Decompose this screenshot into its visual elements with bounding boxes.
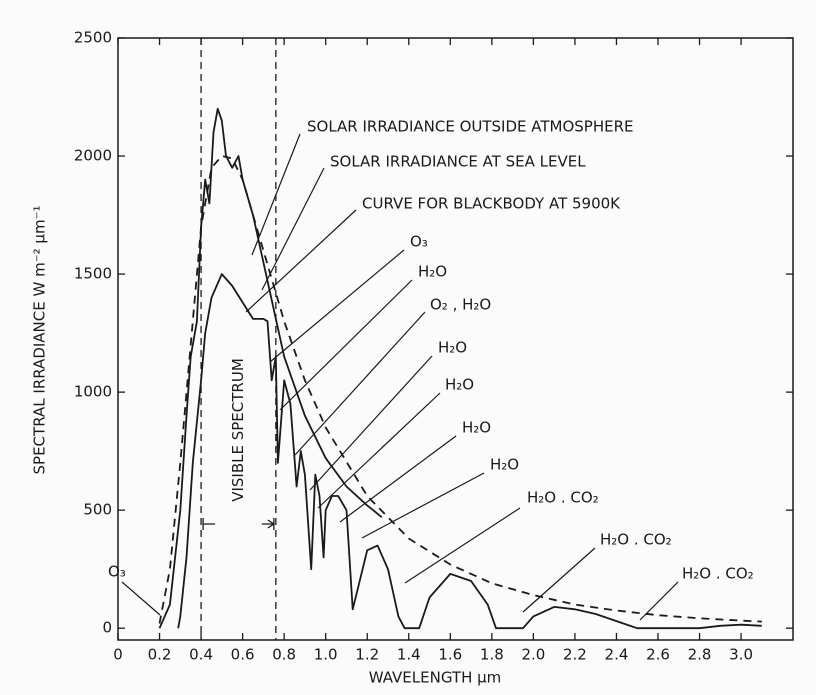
leader-line xyxy=(404,507,521,584)
x-tick-label: 2.6 xyxy=(646,646,670,664)
visible-spectrum-label: VISIBLE SPECTRUM xyxy=(229,358,247,502)
x-tick-label: 0.6 xyxy=(231,646,255,664)
x-tick-label: 0.8 xyxy=(272,646,296,664)
series-line xyxy=(177,273,762,630)
leader-line xyxy=(361,472,485,539)
y-axis-label: SPECTRAL IRRADIANCE W m⁻² μm⁻¹ xyxy=(31,206,49,475)
leader-line xyxy=(339,435,457,523)
y-tick-label: 2500 xyxy=(74,29,112,47)
x-tick-label: 3.0 xyxy=(729,646,753,664)
x-tick-label: 0.4 xyxy=(189,646,213,664)
series-line xyxy=(158,107,383,629)
x-tick-label: 2.0 xyxy=(521,646,545,664)
leader-line xyxy=(317,392,441,509)
annotation: H₂O xyxy=(418,263,447,281)
leader-line xyxy=(522,547,596,613)
series-label: CURVE FOR BLACKBODY AT 5900K xyxy=(362,195,621,213)
series-label: SOLAR IRRADIANCE AT SEA LEVEL xyxy=(330,153,586,171)
series-line xyxy=(158,155,762,624)
annotation: H₂O xyxy=(490,456,519,474)
leader-line xyxy=(261,167,325,291)
annotation: H₂O xyxy=(462,419,491,437)
x-axis-label: WAVELENGTH μm xyxy=(369,669,502,687)
x-tick-label: 1.0 xyxy=(314,646,338,664)
x-tick-label: 2.2 xyxy=(563,646,587,664)
leader-line xyxy=(251,133,301,256)
plot-frame xyxy=(117,37,794,641)
annotation: H₂O . CO₂ xyxy=(527,489,599,507)
y-tick-label: 500 xyxy=(83,501,112,519)
leader-line xyxy=(269,249,405,363)
leader-line xyxy=(121,581,161,616)
x-tick-label: 0.2 xyxy=(148,646,172,664)
leader-line xyxy=(309,355,433,491)
leader-line xyxy=(279,279,413,411)
x-tick-label: 1.2 xyxy=(355,646,379,664)
visible-bracket xyxy=(202,518,276,530)
x-tick-label: 1.8 xyxy=(480,646,504,664)
leader-line xyxy=(245,209,357,313)
x-tick-label: 1.4 xyxy=(397,646,421,664)
annotation: O₂ , H₂O xyxy=(430,296,491,314)
annotation: H₂O . CO₂ xyxy=(600,531,672,549)
x-tick-label: 0 xyxy=(113,646,123,664)
annotation: H₂O . CO₂ xyxy=(682,565,754,583)
annotation: O₃ xyxy=(410,233,428,251)
leader-line xyxy=(294,311,426,456)
series-label: SOLAR IRRADIANCE OUTSIDE ATMOSPHERE xyxy=(307,118,634,136)
y-tick-label: 1500 xyxy=(74,265,112,283)
annotation: H₂O xyxy=(445,376,474,394)
y-tick-label: 1000 xyxy=(74,383,112,401)
x-tick-label: 1.6 xyxy=(438,646,462,664)
y-tick-label: 2000 xyxy=(74,147,112,165)
x-tick-label: 2.8 xyxy=(688,646,712,664)
leader-line xyxy=(639,581,679,621)
annotation: H₂O xyxy=(438,339,467,357)
y-tick-label: 0 xyxy=(102,619,112,637)
x-tick-label: 2.4 xyxy=(605,646,629,664)
annotation: O₃ xyxy=(108,563,126,581)
